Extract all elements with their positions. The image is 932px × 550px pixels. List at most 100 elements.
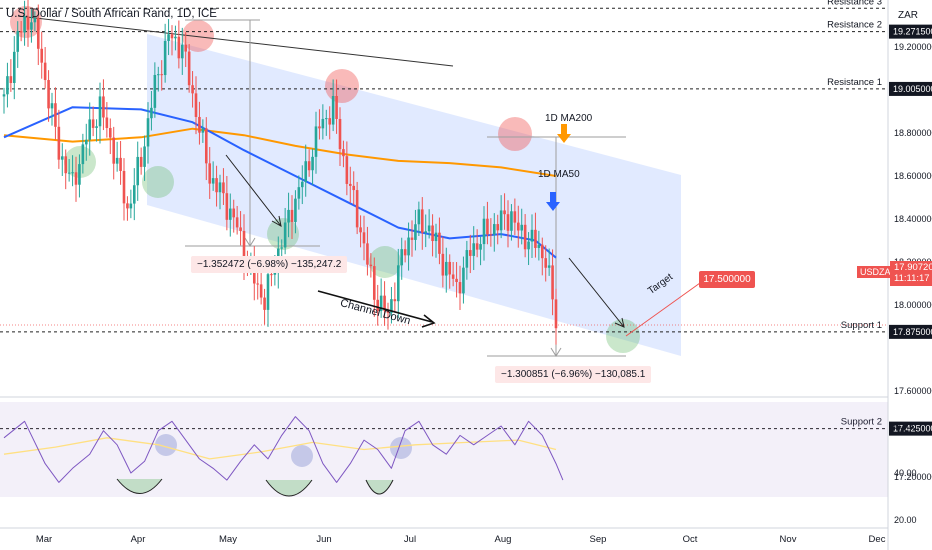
candle-body bbox=[530, 229, 534, 242]
candle-body bbox=[26, 16, 30, 30]
level-price-badge bbox=[889, 421, 932, 436]
level-price-label: 19.005000 bbox=[893, 84, 932, 94]
measure-label-2: −1.300851 (−6.96%) −130,085.1 bbox=[495, 366, 652, 383]
candle-body bbox=[273, 271, 277, 275]
candle-body bbox=[318, 126, 321, 129]
upper-trendline bbox=[17, 15, 454, 67]
chart-title: U.S. Dollar / South African Rand, 1D, IC… bbox=[6, 8, 217, 20]
candle-body bbox=[156, 74, 160, 76]
projection-arrows bbox=[225, 154, 701, 337]
candle-body bbox=[400, 249, 404, 266]
ticker-symbol-badge: USDZAR bbox=[857, 266, 901, 278]
candle-body bbox=[12, 51, 16, 83]
candle-body bbox=[129, 203, 133, 209]
rsi-circles bbox=[116, 434, 412, 497]
candle-body bbox=[331, 96, 335, 125]
candle-body bbox=[198, 116, 201, 133]
candle-body bbox=[95, 126, 98, 128]
measure-label-1: −1.352472 (−6.98%) −135,247.2 bbox=[191, 256, 348, 273]
candle-body bbox=[287, 209, 290, 223]
time-axis-label: Nov bbox=[780, 534, 797, 545]
candle-body bbox=[438, 232, 441, 254]
candle-body bbox=[57, 126, 61, 160]
candle-body bbox=[417, 209, 421, 225]
candle-body bbox=[146, 118, 150, 147]
price-tick-label: 18.400000 bbox=[894, 214, 932, 224]
candle-body bbox=[256, 283, 260, 285]
candle-body bbox=[321, 118, 325, 129]
candle-body bbox=[81, 144, 85, 165]
candle-body bbox=[554, 299, 558, 329]
candle-body bbox=[105, 117, 109, 129]
candle-body bbox=[184, 44, 188, 52]
candle-body bbox=[431, 225, 434, 242]
candle-body bbox=[410, 237, 414, 240]
channel-down-band bbox=[147, 34, 681, 356]
candle-body bbox=[40, 48, 44, 63]
candle-body bbox=[386, 310, 390, 313]
candle-body bbox=[486, 218, 489, 235]
level-price-badge bbox=[889, 81, 932, 96]
candle-body bbox=[84, 139, 88, 145]
candle-body bbox=[167, 34, 170, 41]
candle-body bbox=[451, 274, 455, 279]
candle-body bbox=[369, 264, 373, 267]
annotation-ma200: 1D MA200 bbox=[545, 113, 593, 124]
ma50-line bbox=[3, 106, 557, 259]
candle-body bbox=[91, 119, 95, 128]
price-tick-label: 18.600000 bbox=[894, 171, 932, 181]
candle-body bbox=[194, 93, 198, 117]
candle-body bbox=[43, 62, 47, 81]
candle-body bbox=[33, 18, 37, 23]
candle-body bbox=[153, 74, 157, 108]
candle-body bbox=[54, 103, 57, 127]
candle-body bbox=[263, 297, 266, 310]
candle-body bbox=[465, 250, 469, 268]
candle-body bbox=[126, 203, 129, 209]
candle-body bbox=[534, 229, 537, 248]
current-price-badge: 17.907200 11:11:17 bbox=[890, 261, 932, 286]
candle-body bbox=[36, 18, 40, 49]
target-price-badge: 17.500000 bbox=[699, 271, 755, 288]
red-circle-top-4 bbox=[498, 117, 532, 151]
candle-body bbox=[396, 265, 400, 302]
candle-body bbox=[259, 284, 263, 298]
candle-body bbox=[516, 222, 520, 231]
candle-body bbox=[242, 230, 246, 263]
level-price-badge bbox=[889, 324, 932, 339]
candle-body bbox=[208, 163, 212, 184]
candle-body bbox=[102, 96, 105, 118]
candle-body bbox=[67, 172, 71, 174]
price-tick-label: 17.600000 bbox=[894, 386, 932, 396]
candle-body bbox=[379, 295, 383, 312]
candle-body bbox=[444, 261, 448, 276]
candle-body bbox=[187, 51, 191, 86]
candle-body bbox=[468, 250, 472, 256]
red-circle-top-3 bbox=[325, 69, 359, 103]
candle-body bbox=[136, 156, 140, 186]
candle-body bbox=[150, 107, 153, 119]
time-axis-label: Jul bbox=[404, 534, 416, 545]
candle-body bbox=[119, 157, 122, 171]
candle-body bbox=[362, 232, 366, 244]
candle-body bbox=[60, 156, 64, 160]
candle-body bbox=[64, 156, 68, 174]
candle-body bbox=[232, 208, 236, 218]
candle-body bbox=[50, 103, 54, 109]
candle-body bbox=[355, 190, 359, 228]
candle-body bbox=[407, 237, 410, 256]
candle-body bbox=[393, 299, 397, 302]
rsi-band bbox=[0, 402, 888, 497]
time-axis-label: Sep bbox=[590, 534, 607, 545]
candle-body bbox=[9, 76, 13, 83]
candle-body bbox=[228, 208, 232, 220]
rsi-tick-label: 40.00 bbox=[894, 468, 917, 478]
candle-body bbox=[328, 118, 332, 125]
measure-tool-1 bbox=[185, 19, 320, 247]
candle-body bbox=[472, 243, 476, 256]
candle-body bbox=[163, 40, 167, 76]
candle-body bbox=[204, 128, 208, 164]
